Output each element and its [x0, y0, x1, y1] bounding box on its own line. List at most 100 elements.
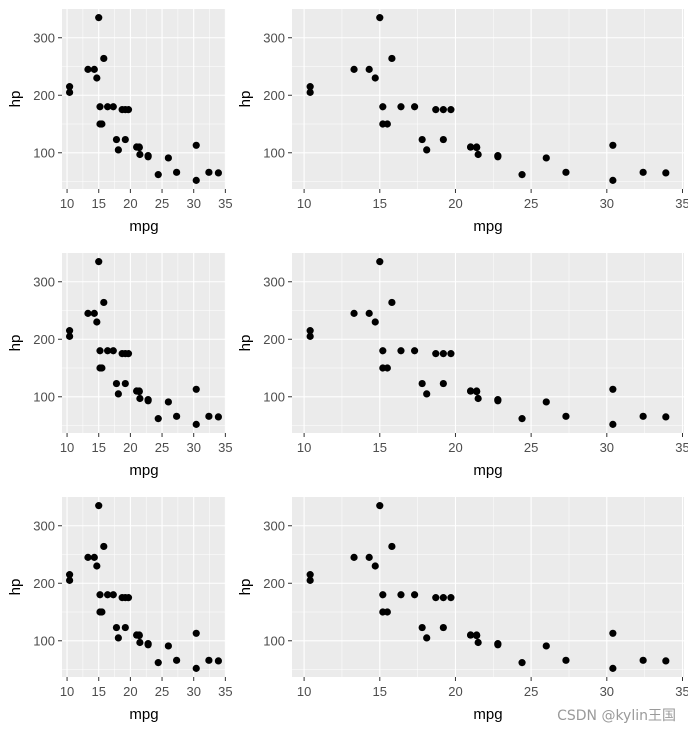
data-point [662, 413, 670, 421]
data-point [418, 379, 426, 388]
x-tick-label: 35 [218, 196, 232, 211]
data-point [95, 14, 103, 22]
y-tick-label: 100 [33, 145, 55, 160]
x-tick-label: 25 [524, 440, 538, 455]
data-point [96, 103, 104, 111]
data-point [96, 608, 104, 616]
data-point [466, 631, 475, 639]
data-point [397, 347, 405, 355]
y-axis-title: hp [237, 91, 254, 108]
data-point [114, 634, 122, 642]
data-point [96, 364, 104, 372]
data-point [135, 143, 143, 152]
data-point [494, 152, 502, 160]
data-point [90, 553, 98, 561]
data-point [205, 412, 213, 420]
y-axis-title: hp [7, 579, 24, 596]
data-point [350, 309, 358, 317]
data-point [639, 412, 647, 420]
data-point [135, 631, 143, 640]
data-point [388, 298, 396, 307]
data-point [164, 398, 172, 406]
x-tick-label: 35 [218, 684, 232, 699]
x-tick-label: 15 [91, 684, 105, 699]
data-point [214, 657, 223, 665]
y-tick-label: 300 [33, 30, 55, 45]
data-point [639, 656, 647, 664]
data-point [662, 169, 670, 177]
data-point [84, 309, 92, 317]
y-axis-title: hp [7, 335, 24, 352]
y-tick-label: 300 [263, 30, 285, 45]
data-point [439, 350, 447, 358]
panel-background [62, 253, 226, 433]
data-point [154, 415, 162, 423]
data-point [192, 420, 200, 428]
panel-background [62, 497, 226, 677]
data-point [542, 398, 550, 406]
data-point [609, 629, 617, 637]
y-tick-label: 200 [33, 332, 55, 347]
data-point [388, 54, 396, 63]
data-point [84, 65, 92, 73]
data-point [473, 631, 481, 640]
data-point [466, 387, 475, 395]
data-point [418, 623, 426, 632]
data-point [100, 542, 108, 551]
data-point [662, 657, 670, 665]
x-tick-label: 20 [448, 440, 462, 455]
data-point [474, 150, 482, 159]
data-point [93, 318, 101, 326]
data-point [473, 143, 481, 152]
y-tick-label: 300 [263, 518, 285, 533]
panel-background [62, 9, 226, 189]
data-point [379, 364, 387, 372]
data-point [109, 591, 117, 599]
data-point [447, 594, 455, 602]
data-point [466, 143, 475, 151]
data-point [154, 171, 162, 179]
data-point [379, 347, 387, 355]
y-tick-label: 200 [33, 88, 55, 103]
panel-4: 10 15 20 25 30 35 100 200 300 mpg hp [237, 253, 688, 479]
y-tick-label: 300 [33, 274, 55, 289]
data-point [423, 634, 431, 642]
data-point [432, 350, 440, 358]
data-point [494, 396, 502, 404]
data-point [96, 591, 104, 599]
y-tick-label: 300 [263, 274, 285, 289]
x-tick-label: 35 [218, 440, 232, 455]
data-point [112, 379, 121, 388]
data-point [474, 394, 482, 403]
data-point [376, 258, 384, 266]
data-point [439, 594, 447, 602]
data-point [379, 120, 387, 128]
data-point [93, 562, 101, 570]
x-tick-label: 35 [675, 684, 688, 699]
x-tick-label: 30 [186, 684, 200, 699]
data-point [306, 576, 314, 584]
data-point [609, 176, 617, 184]
data-point [100, 298, 108, 307]
y-axis-title: hp [7, 91, 24, 108]
data-point [96, 347, 104, 355]
y-tick-label: 200 [263, 88, 285, 103]
data-point [173, 412, 181, 420]
data-point [124, 594, 133, 602]
data-point [542, 642, 550, 650]
data-point [371, 318, 379, 326]
y-tick-label: 100 [33, 633, 55, 648]
x-tick-label: 20 [123, 684, 137, 699]
data-point [639, 168, 647, 176]
x-tick-label: 15 [373, 196, 387, 211]
x-tick-label: 25 [155, 684, 169, 699]
data-point [410, 347, 419, 355]
y-tick-label: 100 [263, 633, 285, 648]
data-point [423, 146, 431, 154]
data-point [562, 412, 570, 420]
data-point [136, 150, 144, 159]
data-point [379, 591, 387, 599]
data-point [371, 74, 379, 82]
data-point [144, 640, 152, 648]
data-point [447, 106, 455, 114]
